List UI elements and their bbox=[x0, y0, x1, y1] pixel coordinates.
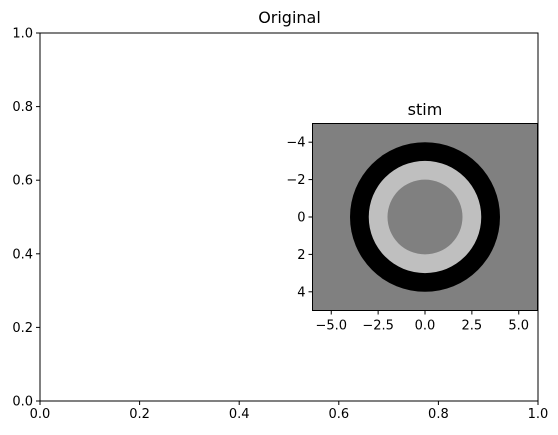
stim-title: stim bbox=[408, 100, 443, 119]
stim-y-tick-label: 0 bbox=[297, 211, 305, 226]
stim-y-tick-label: 2 bbox=[297, 248, 305, 263]
main-y-tick-label: 0.0 bbox=[12, 395, 33, 410]
stim-rings bbox=[350, 142, 500, 292]
stim-x-tick-label: −5.0 bbox=[315, 319, 347, 334]
main-x-tick-label: 1.0 bbox=[528, 407, 549, 422]
main-title: Original bbox=[258, 8, 321, 27]
stim-x-ticks: −5.0 −2.5 0.0 2.5 5.0 bbox=[315, 310, 529, 334]
main-x-ticks: 0.0 0.2 0.4 0.6 0.8 1.0 bbox=[30, 401, 549, 422]
stim-y-tick-label: −4 bbox=[286, 136, 305, 151]
stim-y-tick-label: 4 bbox=[297, 285, 305, 300]
stim-x-tick-label: 5.0 bbox=[508, 319, 529, 334]
main-x-tick-label: 0.4 bbox=[229, 407, 250, 422]
main-y-tick-label: 0.4 bbox=[12, 247, 33, 262]
stim-x-tick-label: 2.5 bbox=[462, 319, 483, 334]
main-y-tick-label: 1.0 bbox=[12, 27, 33, 42]
stim-y-ticks: −4 −2 0 2 4 bbox=[286, 136, 313, 300]
main-y-ticks: 0.0 0.2 0.4 0.6 0.8 1.0 bbox=[12, 27, 40, 410]
stim-axes: stim −5.0 −2.5 0.0 2.5 5.0 −4 −2 0 2 4 bbox=[286, 100, 538, 334]
stim-x-tick-label: −2.5 bbox=[362, 319, 394, 334]
main-x-tick-label: 0.0 bbox=[30, 407, 51, 422]
main-y-tick-label: 0.6 bbox=[12, 174, 33, 189]
stim-x-tick-label: 0.0 bbox=[415, 319, 436, 334]
main-x-tick-label: 0.8 bbox=[428, 407, 449, 422]
stim-y-tick-label: −2 bbox=[286, 173, 305, 188]
main-y-tick-label: 0.8 bbox=[12, 100, 33, 115]
main-x-tick-label: 0.6 bbox=[328, 407, 349, 422]
stim-ring-2 bbox=[387, 179, 463, 255]
main-y-tick-label: 0.2 bbox=[12, 321, 33, 336]
main-x-tick-label: 0.2 bbox=[129, 407, 150, 422]
